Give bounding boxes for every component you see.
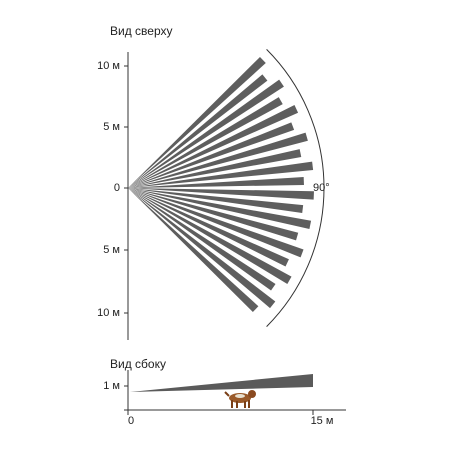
beam: [128, 188, 312, 230]
axis-label: 10 м: [97, 60, 120, 72]
beam: [128, 188, 304, 214]
detection-beams: [128, 56, 314, 313]
beam: [128, 149, 302, 188]
top-ticks: 10 м 5 м 0 5 м 10 м: [97, 60, 128, 319]
beam: [128, 188, 259, 313]
beam: [128, 79, 284, 188]
dog: [224, 390, 256, 408]
beam: [128, 188, 276, 291]
beam: [128, 74, 268, 188]
axis-label: 0: [114, 182, 120, 194]
beam: [128, 122, 295, 188]
beam: [128, 56, 266, 189]
angle-label: 90°: [313, 182, 330, 194]
beam: [128, 132, 308, 188]
x-label: 0: [128, 415, 134, 427]
beam: [128, 188, 276, 309]
x-label: 15 м: [311, 415, 334, 427]
beam: [128, 188, 289, 267]
side-beam: [130, 374, 313, 392]
axis-label: 10 м: [97, 307, 120, 319]
beam: [128, 188, 314, 200]
beam: [128, 97, 283, 188]
height-label: 1 м: [103, 380, 120, 392]
beam: [128, 188, 292, 284]
axis-label: 5 м: [103, 121, 120, 133]
beam: [128, 188, 304, 258]
beam: [128, 188, 299, 241]
side-view-title: Вид сбоку: [110, 357, 166, 371]
top-view-title: Вид сверху: [110, 24, 173, 38]
beam: [128, 105, 299, 188]
beam: [128, 161, 314, 188]
beam: [128, 176, 304, 188]
angle-arc: [266, 49, 325, 327]
axis-label: 5 м: [103, 244, 120, 256]
